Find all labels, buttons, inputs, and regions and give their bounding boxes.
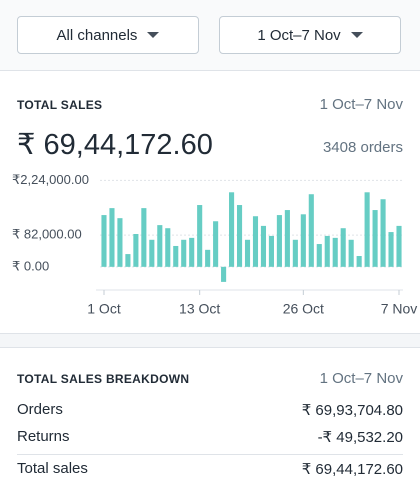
card-title: TOTAL SALES xyxy=(17,98,103,112)
row-label: Orders xyxy=(17,401,63,418)
row-value: ₹ 69,44,172.60 xyxy=(301,461,403,478)
row-value: ₹ 69,93,704.80 xyxy=(301,402,403,419)
dropdown-icon xyxy=(350,32,363,38)
channel-label: All channels xyxy=(56,26,138,44)
dropdown-icon xyxy=(147,32,160,38)
row-label: Total sales xyxy=(17,460,88,477)
breakdown-row: Orders ₹ 69,93,704.80 xyxy=(17,401,403,419)
breakdown-row: Returns -₹ 49,532.20 xyxy=(17,428,403,455)
row-label: Returns xyxy=(17,428,70,445)
sales-card: TOTAL SALES 1 Oct–7 Nov ₹ 69,44,172.60 3… xyxy=(0,70,420,334)
row-value: -₹ 49,532.20 xyxy=(317,429,403,446)
order-count: 3408 orders xyxy=(322,139,403,156)
date-filter[interactable]: 1 Oct–7 Nov xyxy=(219,16,401,54)
card-title: TOTAL SALES BREAKDOWN xyxy=(17,372,190,386)
date-label: 1 Oct–7 Nov xyxy=(257,26,341,44)
total-amount: ₹ 69,44,172.60 xyxy=(17,129,213,161)
channel-filter[interactable]: All channels xyxy=(17,16,199,54)
date-range: 1 Oct–7 Nov xyxy=(319,370,403,387)
breakdown-row: Total sales ₹ 69,44,172.60 xyxy=(17,460,403,478)
date-range: 1 Oct–7 Nov xyxy=(319,96,403,113)
breakdown-card: TOTAL SALES BREAKDOWN 1 Oct–7 Nov Orders… xyxy=(0,347,420,497)
